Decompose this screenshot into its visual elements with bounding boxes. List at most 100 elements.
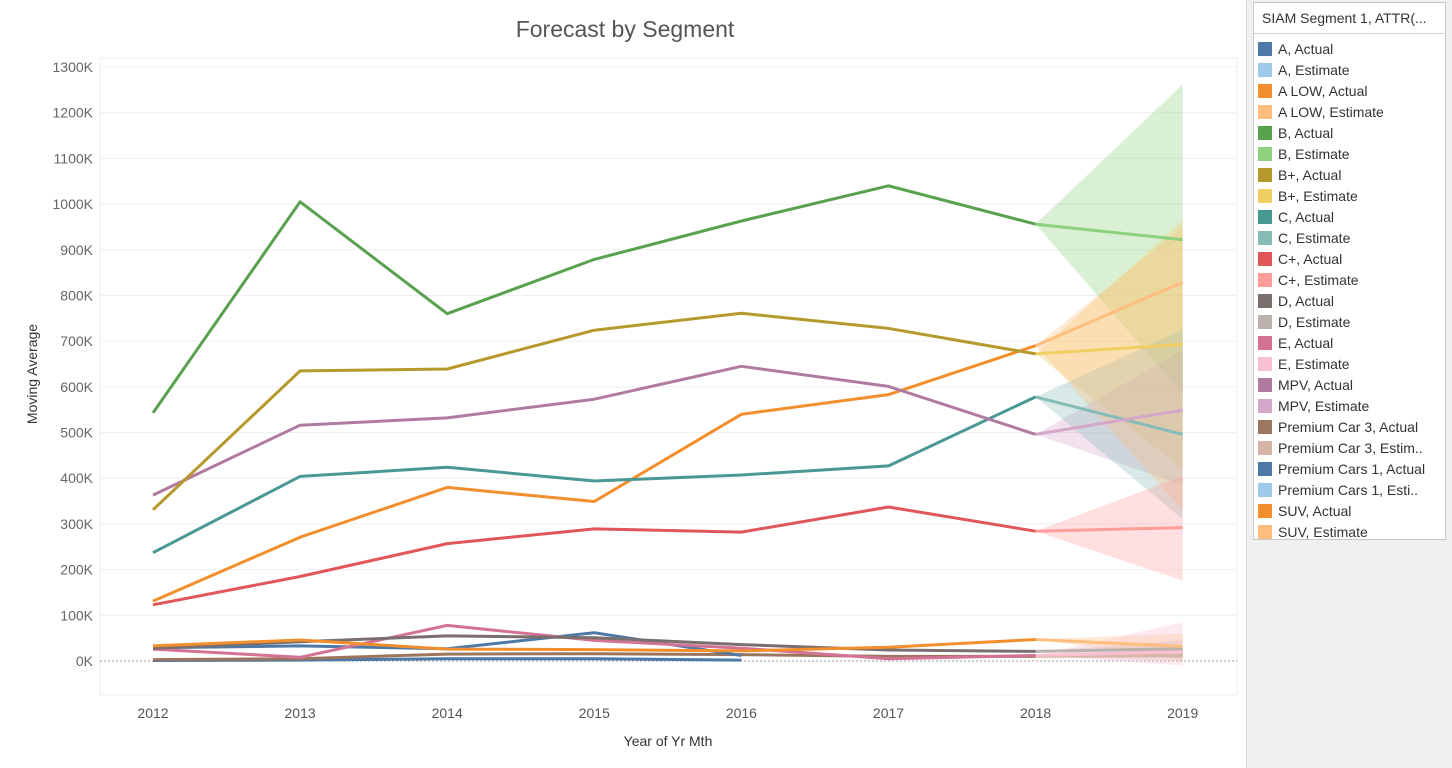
series-line[interactable] <box>151 311 1036 511</box>
legend-swatch <box>1258 146 1272 161</box>
y-tick-label: 1200K <box>53 105 94 121</box>
legend-label: B, Estimate <box>1278 145 1350 162</box>
legend-item[interactable]: Premium Cars 1, Esti.. <box>1254 479 1445 500</box>
series-line[interactable] <box>152 623 1036 661</box>
series-line[interactable] <box>152 344 1037 603</box>
legend-item[interactable]: A LOW, Estimate <box>1254 101 1445 122</box>
legend-label: C+, Actual <box>1278 250 1343 267</box>
legend-label: D, Estimate <box>1278 313 1351 330</box>
series-line[interactable] <box>152 505 1036 607</box>
legend-swatch <box>1258 41 1272 56</box>
x-tick-label: 2017 <box>873 705 904 721</box>
legend-title[interactable]: SIAM Segment 1, ATTR(... <box>1254 3 1445 34</box>
y-tick-label: 200K <box>60 562 93 578</box>
forecast-band <box>1035 329 1183 520</box>
legend-label: MPV, Actual <box>1278 376 1353 393</box>
legend-item[interactable]: E, Actual <box>1254 332 1445 353</box>
legend-swatch <box>1258 440 1272 455</box>
legend-item[interactable]: D, Estimate <box>1254 311 1445 332</box>
legend-list: A, Actual A, Estimate A LOW, Actual A LOW, … <box>1254 34 1445 542</box>
legend-label: A LOW, Estimate <box>1278 103 1384 120</box>
legend-label: MPV, Estimate <box>1278 397 1370 414</box>
y-axis-label: Moving Average <box>24 324 40 424</box>
legend-swatch <box>1258 524 1272 539</box>
x-tick-label: 2019 <box>1167 705 1198 721</box>
series-line[interactable] <box>1035 395 1184 436</box>
legend-item[interactable]: C+, Estimate <box>1254 269 1445 290</box>
legend-swatch <box>1258 125 1272 140</box>
y-tick-label: 1100K <box>54 150 94 166</box>
axes: 0K 100K 200K 300K 400K 500K 600K 700K 800K 900K 10… <box>53 59 1199 721</box>
forecast-bands <box>1035 84 1183 666</box>
series-line[interactable] <box>1035 638 1183 648</box>
legend-label: Premium Car 3, Actual <box>1278 418 1419 435</box>
legend-swatch <box>1258 104 1272 119</box>
series-line[interactable] <box>1035 222 1183 242</box>
legend-item[interactable]: A, Estimate <box>1254 59 1445 80</box>
legend-label: A, Estimate <box>1278 61 1350 78</box>
y-tick-label: 0K <box>76 653 94 669</box>
series-line[interactable] <box>1035 408 1183 436</box>
legend-item[interactable]: B, Estimate <box>1254 143 1445 164</box>
x-tick-label: 2018 <box>1020 705 1051 721</box>
legend-label: E, Estimate <box>1278 355 1350 372</box>
forecast-band <box>1035 84 1183 394</box>
legend-item[interactable]: B+, Actual <box>1254 164 1445 185</box>
series-line[interactable] <box>152 638 1036 653</box>
x-tick-label: 2013 <box>285 705 316 721</box>
series-line[interactable] <box>152 364 1037 497</box>
legend-item[interactable]: D, Actual <box>1254 290 1445 311</box>
legend-swatch <box>1258 83 1272 98</box>
legend-label: SUV, Actual <box>1278 502 1352 519</box>
legend-item[interactable]: A LOW, Actual <box>1254 80 1445 101</box>
series-line[interactable] <box>151 184 1036 414</box>
legend-item[interactable]: Premium Cars 1, Actual <box>1254 458 1445 479</box>
legend-item[interactable]: Premium Car 3, Estim.. <box>1254 437 1445 458</box>
legend-label: Premium Car 3, Estim.. <box>1278 439 1423 456</box>
legend-label: C, Estimate <box>1278 229 1351 246</box>
legend-swatch <box>1258 251 1272 266</box>
legend-item[interactable]: C, Estimate <box>1254 227 1445 248</box>
legend-item[interactable]: MPV, Actual <box>1254 374 1445 395</box>
legend-swatch <box>1258 503 1272 518</box>
legend-item[interactable]: C+, Actual <box>1254 248 1445 269</box>
series-line[interactable] <box>1035 526 1183 533</box>
legend-swatch <box>1258 419 1272 434</box>
legend-label: SUV, Estimate <box>1278 523 1368 540</box>
legend-swatch <box>1258 398 1272 413</box>
legend-swatch <box>1258 482 1272 497</box>
series-line[interactable] <box>1035 280 1184 348</box>
legend-label: A, Actual <box>1278 40 1334 57</box>
legend-item[interactable]: C, Actual <box>1254 206 1445 227</box>
legend-item[interactable]: Premium Car 3, Actual <box>1254 416 1445 437</box>
legend-item[interactable]: E, Estimate <box>1254 353 1445 374</box>
x-tick-label: 2012 <box>137 705 168 721</box>
y-tick-label: 600K <box>60 379 93 395</box>
legend-swatch <box>1258 62 1272 77</box>
series-line[interactable] <box>152 395 1037 555</box>
forecast-chart: Forecast by Segment 0K 100K 200K 300K 400K 50… <box>24 16 1238 749</box>
y-tick-label: 500K <box>60 425 93 441</box>
series-line[interactable] <box>1035 647 1183 653</box>
legend-item[interactable]: A, Actual <box>1254 38 1445 59</box>
y-tick-label: 1300K <box>53 59 94 75</box>
y-tick-label: 1000K <box>53 196 94 212</box>
legend-label: A LOW, Actual <box>1278 82 1368 99</box>
legend-item[interactable]: MPV, Estimate <box>1254 395 1445 416</box>
series-line[interactable] <box>1035 650 1183 657</box>
legend: SIAM Segment 1, ATTR(... A, Actual A, Est… <box>1253 2 1446 540</box>
x-tick-label: 2016 <box>726 705 757 721</box>
legend-swatch <box>1258 314 1272 329</box>
x-axis-label: Year of Yr Mth <box>624 733 713 749</box>
legend-swatch <box>1258 188 1272 203</box>
y-tick-label: 100K <box>60 607 93 623</box>
legend-swatch <box>1258 461 1272 476</box>
series-line[interactable] <box>152 634 1036 653</box>
legend-item[interactable]: SUV, Actual <box>1254 500 1445 521</box>
legend-item[interactable]: B+, Estimate <box>1254 185 1445 206</box>
legend-item[interactable]: B, Actual <box>1254 122 1445 143</box>
y-tick-label: 900K <box>60 242 93 258</box>
legend-item[interactable]: SUV, Estimate <box>1254 521 1445 542</box>
series-lines <box>151 184 1184 662</box>
series-line[interactable] <box>1035 342 1183 356</box>
